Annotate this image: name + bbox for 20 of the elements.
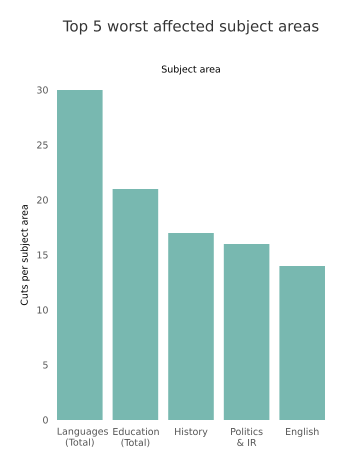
bar — [57, 90, 103, 420]
y-tick-label: 0 — [43, 416, 48, 424]
bar — [224, 244, 270, 420]
y-axis-title: Cuts per subject area — [20, 205, 30, 306]
x-tick-label: Languages (Total) — [58, 428, 108, 447]
x-axis-title: Subject area — [162, 65, 220, 74]
y-tick-label: 10 — [37, 306, 48, 314]
bar — [112, 189, 158, 420]
y-tick-label: 30 — [37, 86, 48, 94]
x-tick-label: History — [175, 428, 208, 437]
bar — [168, 233, 214, 420]
x-tick-label: Education (Total) — [113, 428, 159, 448]
y-tick-label: 20 — [37, 196, 48, 204]
y-tick-label: 25 — [37, 141, 48, 149]
bar — [279, 266, 325, 420]
x-tick-label: Politics & IR — [231, 428, 263, 446]
chart-title: Top 5 worst affected subject areas — [62, 20, 318, 34]
x-tick-label: English — [286, 428, 318, 437]
y-tick-label: 15 — [37, 251, 48, 259]
y-tick-label: 5 — [43, 361, 48, 369]
